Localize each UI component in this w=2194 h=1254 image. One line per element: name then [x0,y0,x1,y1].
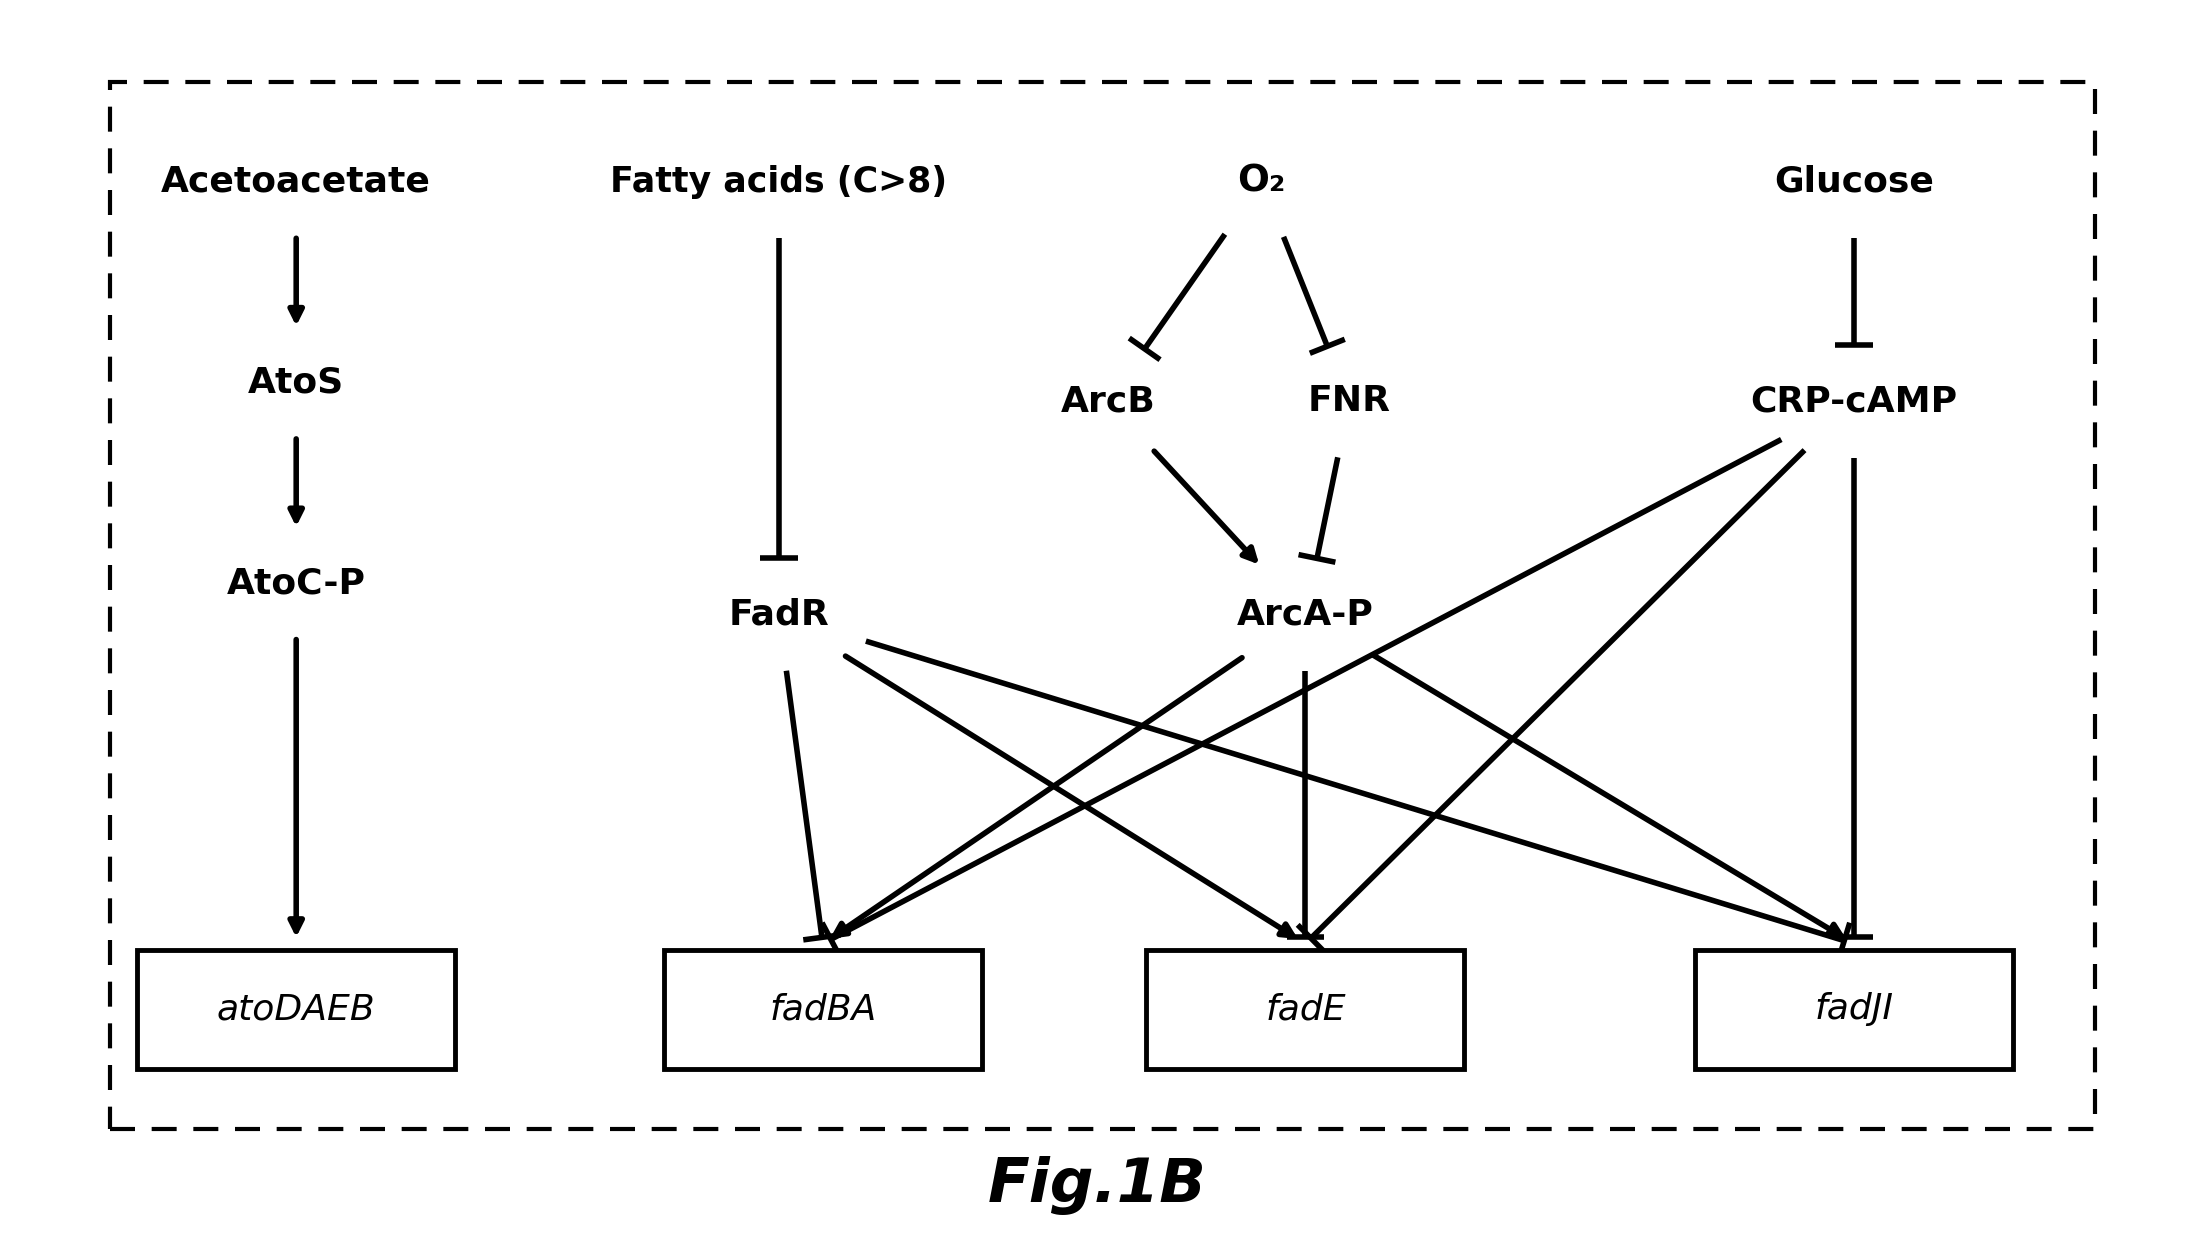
Text: FadR: FadR [728,597,829,632]
Text: atoDAEB: atoDAEB [217,992,375,1027]
Text: fadJI: fadJI [1814,992,1893,1027]
Text: AtoS: AtoS [248,365,344,400]
Bar [138,951,456,1068]
Text: fadBA: fadBA [770,992,875,1027]
Text: ArcB: ArcB [1060,384,1156,419]
Text: O₂: O₂ [1237,164,1286,199]
Text: FNR: FNR [1308,384,1391,419]
Bar [1145,951,1466,1068]
Bar [1694,951,2014,1068]
Text: AtoC-P: AtoC-P [226,566,366,601]
Text: ArcA-P: ArcA-P [1237,597,1373,632]
Text: Acetoacetate: Acetoacetate [160,164,432,199]
Text: Glucose: Glucose [1775,164,1933,199]
Text: Fig.1B: Fig.1B [987,1155,1207,1215]
Text: CRP-cAMP: CRP-cAMP [1751,384,1957,419]
Text: fadE: fadE [1266,992,1345,1027]
Text: Fatty acids (C>8): Fatty acids (C>8) [610,164,948,199]
Bar [663,951,983,1068]
